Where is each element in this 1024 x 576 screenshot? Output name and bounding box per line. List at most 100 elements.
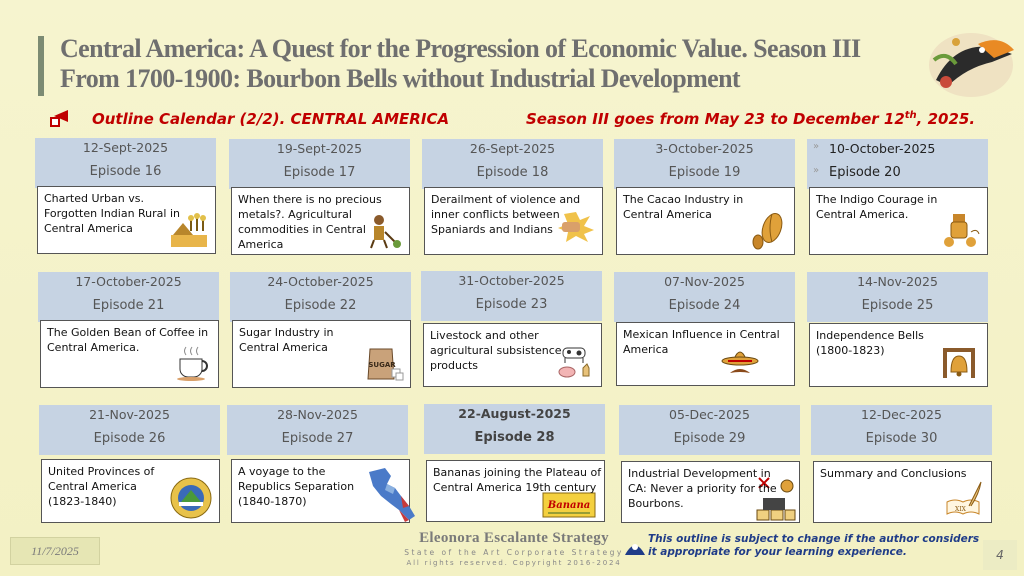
episode-description-box: The Indigo Courage in Central America.: [809, 187, 988, 255]
sugar-bag-label: SUGAR: [368, 361, 396, 369]
episode-description: The Indigo Courage in Central America.: [816, 193, 938, 221]
episode-number: Episode 17: [283, 165, 356, 180]
outline-subheader: Outline Calendar (2/2). CENTRAL AMERICA …: [44, 108, 1014, 132]
episode-card-22[interactable]: 24-October-2025 Episode 22 Sugar Industr…: [230, 272, 411, 388]
episode-date: 14-Nov-2025: [857, 274, 938, 289]
episode-date: 12-Dec-2025: [861, 407, 942, 422]
episode-card-header: 24-October-2025 Episode 22: [230, 272, 411, 322]
slide-title: Central America: A Quest for the Progres…: [60, 34, 930, 94]
livestock-icon: [558, 347, 590, 378]
episode-card-header: 10-October-2025 Episode 20: [807, 139, 988, 189]
episode-card-header: 17-October-2025 Episode 21: [38, 272, 219, 322]
episode-number: Episode 24: [668, 298, 741, 313]
episode-number: Episode 23: [475, 297, 548, 312]
episode-card-26[interactable]: 21-Nov-2025 Episode 26 United Provinces …: [39, 405, 220, 523]
episode-description: Livestock and other agricultural subsist…: [430, 329, 562, 372]
season-dates-suffix: , 2025.: [916, 110, 976, 128]
episode-description-box: Industrial Development in CA: Never a pr…: [621, 461, 800, 523]
episode-card-header: 21-Nov-2025 Episode 26: [39, 405, 220, 455]
cacao-icon: [752, 213, 783, 250]
episode-card-header: 12-Dec-2025 Episode 30: [811, 405, 992, 455]
indigo-icon: [944, 214, 980, 247]
episode-description: When there is no precious metals?. Agric…: [238, 193, 382, 251]
episode-number: Episode 29: [673, 431, 746, 446]
title-accent-bar: [38, 36, 44, 96]
episode-card-16[interactable]: 12-Sept-2025 Episode 16 Charted Urban vs…: [35, 138, 216, 254]
episode-description-box: Charted Urban vs. Forgotten Indian Rural…: [37, 186, 216, 254]
episode-description: Independence Bells (1800-1823): [816, 329, 924, 357]
episode-number: Episode 30: [865, 431, 938, 446]
quill-book-label: XIX: [955, 506, 967, 513]
episode-card-27[interactable]: 28-Nov-2025 Episode 27 A voyage to the R…: [227, 405, 415, 523]
episode-date: 21-Nov-2025: [89, 407, 170, 422]
episode-card-21[interactable]: 17-October-2025 Episode 21 The Golden Be…: [38, 272, 219, 388]
episode-card-28[interactable]: 22-August-2025 Episode 28 Bananas joinin…: [424, 404, 605, 522]
episode-card-20[interactable]: 10-October-2025 Episode 20 The Indigo Co…: [807, 139, 988, 255]
industry-icon: [756, 477, 796, 521]
episode-date: 24-October-2025: [267, 274, 374, 289]
episode-description-box: Bananas joining the Plateau of Central A…: [426, 460, 605, 522]
title-line-1: Central America: A Quest for the Progres…: [60, 34, 861, 63]
episode-card-header: 19-Sept-2025 Episode 17: [229, 139, 410, 189]
episode-card-header: 22-August-2025 Episode 28: [424, 404, 605, 454]
episode-date: 10-October-2025: [807, 141, 988, 156]
episode-number: Episode 28: [474, 430, 555, 445]
episode-description-box: Sugar Industry in Central America SUGAR: [232, 320, 411, 388]
episode-card-header: 26-Sept-2025 Episode 18: [422, 139, 603, 189]
episode-description-box: Mexican Influence in Central America: [616, 322, 795, 386]
episode-description: A voyage to the Republics Separation (18…: [238, 465, 355, 508]
episode-description-box: Independence Bells (1800-1823): [809, 323, 988, 387]
episode-description-box: Livestock and other agricultural subsist…: [423, 323, 602, 387]
episode-description: Mexican Influence in Central America: [623, 328, 780, 356]
episode-card-30[interactable]: 12-Dec-2025 Episode 30 Summary and Concl…: [811, 405, 992, 523]
sugar-icon: SUGAR: [367, 348, 404, 381]
brand-name: Eleonora Escalante Strategy: [419, 530, 609, 546]
episode-description-box: United Provinces of Central America (182…: [41, 459, 220, 523]
episode-card-header: 12-Sept-2025 Episode 16: [35, 138, 216, 188]
page-number: 4: [983, 540, 1017, 570]
episode-card-19[interactable]: 3-October-2025 Episode 19 The Cacao Indu…: [614, 139, 795, 255]
episode-description: Bananas joining the Plateau of Central A…: [433, 466, 602, 494]
episode-card-25[interactable]: 14-Nov-2025 Episode 25 Independence Bell…: [807, 272, 988, 388]
disclaimer-text: This outline is subject to change if the…: [648, 533, 980, 558]
episode-card-17[interactable]: 19-Sept-2025 Episode 17 When there is no…: [229, 139, 410, 255]
episode-date: 07-Nov-2025: [664, 274, 745, 289]
episode-number: Episode 20: [807, 165, 988, 180]
episode-number: Episode 16: [89, 164, 162, 179]
episode-card-24[interactable]: 07-Nov-2025 Episode 24 Mexican Influence…: [614, 272, 795, 388]
bell-icon: [943, 348, 975, 378]
episode-card-header: 31-October-2025 Episode 23: [421, 271, 602, 321]
slide-date: 11/7/2025: [10, 537, 100, 565]
episode-description: Summary and Conclusions: [820, 467, 967, 480]
copyright-text: All rights reserved. Copyright 2016-2024: [406, 559, 622, 567]
map-icon: [369, 468, 415, 522]
episode-card-18[interactable]: 26-Sept-2025 Episode 18 Derailment of vi…: [422, 139, 603, 255]
episode-description-box: The Golden Bean of Coffee in Central Ame…: [40, 320, 219, 388]
season-dates-label: Season III goes from May 23 to December …: [526, 110, 975, 128]
brand-block: Eleonora Escalante Strategy State of the…: [384, 530, 644, 567]
episode-number: Episode 21: [92, 298, 165, 313]
brand-tagline: State of the Art Corporate Strategy: [404, 548, 624, 557]
episode-card-header: 28-Nov-2025 Episode 27: [227, 405, 408, 455]
episode-date: 19-Sept-2025: [276, 141, 363, 156]
farm-icon: [171, 213, 207, 247]
episode-number: Episode 27: [281, 431, 354, 446]
episode-date: 28-Nov-2025: [277, 407, 358, 422]
coat-of-arms-icon: [170, 477, 212, 519]
banana-label-icon: Banana: [542, 492, 596, 518]
episode-card-29[interactable]: 05-Dec-2025 Episode 29 Industrial Develo…: [619, 405, 800, 523]
season-dates-sup: th: [904, 110, 917, 121]
episode-date: 31-October-2025: [458, 273, 565, 288]
episode-card-header: 14-Nov-2025 Episode 25: [807, 272, 988, 322]
episode-date: 05-Dec-2025: [669, 407, 750, 422]
episode-card-header: 07-Nov-2025 Episode 24: [614, 272, 795, 322]
sombrero-icon: [721, 351, 759, 373]
episode-description: The Cacao Industry in Central America: [623, 193, 744, 221]
coffee-icon: [177, 346, 208, 381]
episode-description-box: A voyage to the Republics Separation (18…: [231, 459, 415, 523]
episode-card-23[interactable]: 31-October-2025 Episode 23 Livestock and…: [421, 271, 602, 387]
episode-description-box: The Cacao Industry in Central America: [616, 187, 795, 255]
episode-date: 26-Sept-2025: [469, 141, 556, 156]
episode-card-header: 05-Dec-2025 Episode 29: [619, 405, 800, 455]
outline-calendar-label: Outline Calendar (2/2). CENTRAL AMERICA: [92, 110, 450, 128]
